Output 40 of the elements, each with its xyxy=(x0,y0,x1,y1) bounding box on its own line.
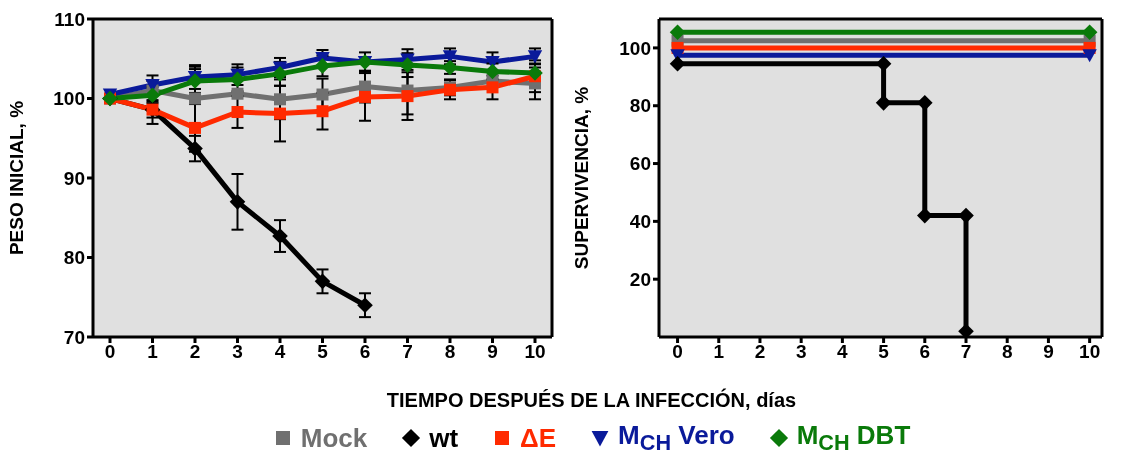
y-tick-label: 70 xyxy=(63,326,85,348)
y-tick-label: 90 xyxy=(63,167,85,189)
x-tick-label: 6 xyxy=(919,341,931,363)
x-tick-label: 9 xyxy=(487,341,498,363)
y-tick-label: 60 xyxy=(629,153,651,175)
x-tick-label: 2 xyxy=(754,341,766,363)
y-tick-label: 80 xyxy=(63,247,85,269)
x-tick-label: 1 xyxy=(713,341,725,363)
x-tick-label: 10 xyxy=(524,341,546,363)
x-tick-label: 5 xyxy=(317,341,329,363)
y-tick-label: 20 xyxy=(629,268,651,290)
y-tick-label: 100 xyxy=(53,88,85,110)
x-tick-label: 4 xyxy=(274,341,286,363)
y-axis-title: PESO INICIAL, % xyxy=(5,100,27,256)
y-tick-label: 80 xyxy=(629,95,651,117)
x-tick-label: 8 xyxy=(444,341,456,363)
legend-label: M$_{CH}$ DBT xyxy=(796,420,911,457)
legend-label: ΔE xyxy=(520,422,557,454)
legend-label: Mock xyxy=(300,422,368,454)
x-axis-title: TIEMPO DESPUÉS DE LA INFECCIÓN, días xyxy=(385,389,798,412)
y-tick-label: 40 xyxy=(629,211,651,233)
x-tick-label: 0 xyxy=(672,341,683,363)
y-tick-label: 110 xyxy=(54,8,85,30)
x-tick-label: 7 xyxy=(402,341,413,363)
x-tick-label: 10 xyxy=(1079,341,1101,363)
x-tick-label: 1 xyxy=(147,341,159,363)
x-tick-label: 7 xyxy=(960,341,972,363)
y-tick-label: 100 xyxy=(619,37,651,59)
legend-label: wt xyxy=(429,422,459,454)
x-tick-label: 4 xyxy=(837,341,849,363)
x-tick-label: 3 xyxy=(795,341,807,363)
x-tick-label: 8 xyxy=(1001,341,1013,363)
x-tick-label: 9 xyxy=(1043,341,1054,363)
x-tick-label: 5 xyxy=(878,341,890,363)
x-tick-label: 2 xyxy=(189,341,201,363)
x-tick-label: 0 xyxy=(104,341,116,363)
x-tick-label: 3 xyxy=(232,341,243,363)
legend-label: M$_{CH}$ Vero xyxy=(618,420,735,457)
y-axis-title: SUPERVIVENCIA, % xyxy=(570,86,592,270)
x-tick-label: 6 xyxy=(359,341,371,363)
